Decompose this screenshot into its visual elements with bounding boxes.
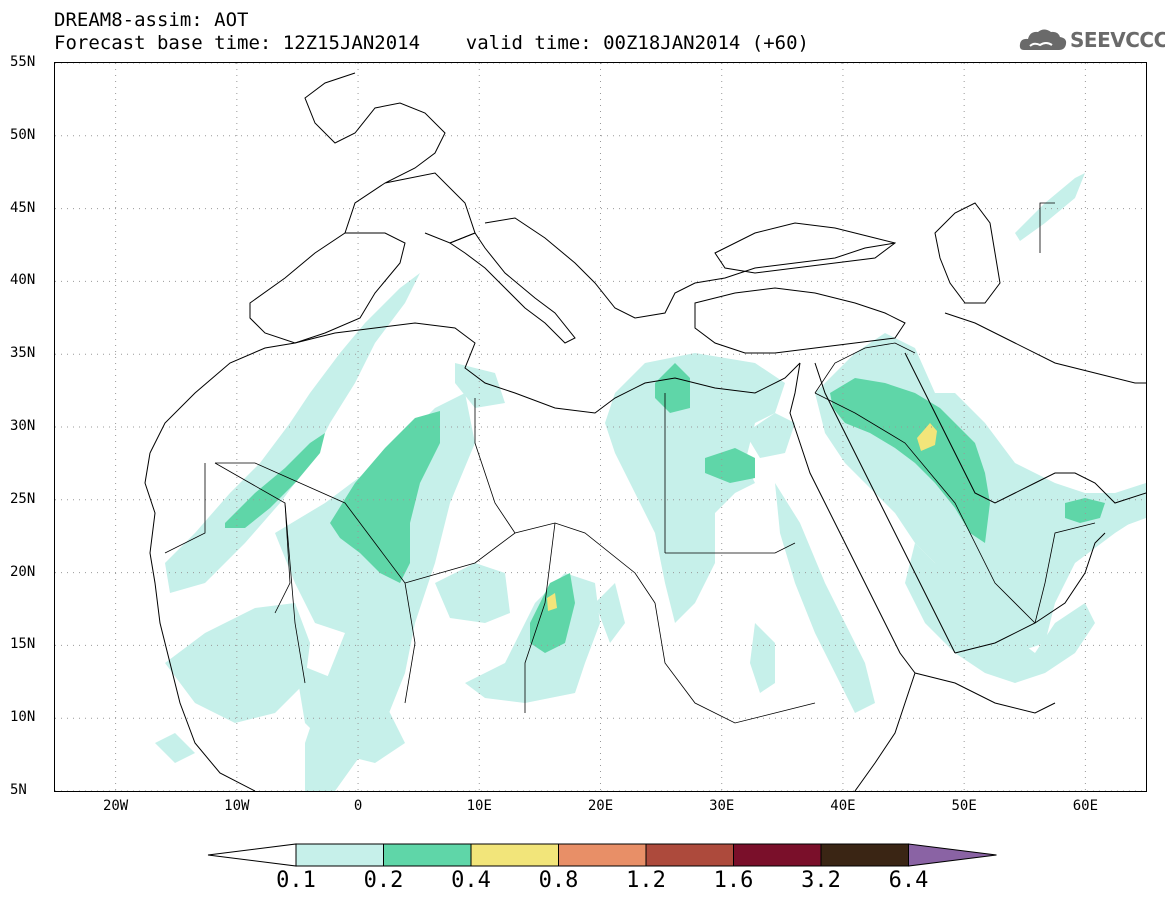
coast-france-uk xyxy=(304,72,476,244)
coast-italy xyxy=(448,232,576,344)
plume-mid-libya xyxy=(655,363,690,413)
plume-mid-sahara xyxy=(330,411,440,583)
colorbar-segment xyxy=(383,843,472,867)
border-sudan xyxy=(654,602,816,724)
coast-caspian xyxy=(934,202,1001,304)
border-saudi xyxy=(814,392,1036,624)
logo-text: SEEVCCC xyxy=(1070,28,1165,52)
border-oman xyxy=(1034,522,1096,624)
coast-red-sea-west xyxy=(789,362,916,674)
colorbar-segment xyxy=(295,843,384,867)
plume-mid-egypt xyxy=(705,448,755,483)
colorbar-min-arrow xyxy=(207,843,297,867)
coast-iran xyxy=(944,312,1146,384)
lon-label: 40E xyxy=(830,798,856,814)
coast-black-sea xyxy=(714,222,897,274)
coast-anatolia xyxy=(694,287,906,354)
plume-mid-chad xyxy=(530,573,575,653)
lat-label: 20N xyxy=(10,563,36,580)
border-mauritania xyxy=(164,462,291,614)
plume-libya xyxy=(455,363,505,408)
colorbar-tick-label: 3.2 xyxy=(801,868,841,893)
plume-guinea xyxy=(155,733,195,763)
lon-label: 20W xyxy=(102,798,129,814)
plume-sudan-west xyxy=(595,583,625,643)
lat-label: 5N xyxy=(10,782,27,798)
plume-mid-iraq xyxy=(830,378,990,543)
plume-niger xyxy=(435,563,510,623)
aot-high-plumes xyxy=(547,423,937,611)
colorbar-max-arrow xyxy=(908,843,997,867)
coastlines xyxy=(144,72,1146,791)
map-title: DREAM8-assim: AOT xyxy=(54,9,249,31)
coast-gulf xyxy=(904,352,1146,504)
map-panel xyxy=(54,62,1147,792)
plume-horn xyxy=(750,623,775,693)
coast-balkans xyxy=(484,217,896,319)
seevccc-logo: SEEVCCC xyxy=(1018,24,1165,56)
lat-label: 25N xyxy=(10,490,36,507)
lat-label: 55N xyxy=(10,54,36,70)
lat-label: 40N xyxy=(10,272,36,289)
coast-horn xyxy=(854,672,1056,791)
plume-high-kuwait xyxy=(917,423,937,451)
country-borders xyxy=(164,202,1096,724)
plume-high-chad xyxy=(547,593,557,611)
plume-egypt xyxy=(605,353,785,623)
colorbar-tick-label: 0.8 xyxy=(538,868,579,893)
lon-label: 20E xyxy=(587,798,614,814)
colorbar-tick-label: 1.6 xyxy=(713,868,754,893)
plume-caspian xyxy=(1015,173,1085,241)
colorbar-segment xyxy=(820,843,909,867)
lat-label: 30N xyxy=(10,418,36,434)
cloud-icon xyxy=(1019,29,1067,50)
aot-colorbar xyxy=(207,843,997,867)
border-egypt xyxy=(665,542,796,554)
lon-label: 10E xyxy=(466,798,492,814)
lon-label: 30E xyxy=(709,798,735,814)
plume-morocco-coast xyxy=(165,273,420,593)
map-canvas xyxy=(55,63,1146,791)
coast-red-sea-east xyxy=(814,362,956,654)
lat-label: 35N xyxy=(10,345,36,362)
coast-arabia-south xyxy=(954,532,1106,654)
forecast-time-line: Forecast base time: 12Z15JAN2014 valid t… xyxy=(54,32,809,54)
lat-label: 15N xyxy=(10,636,36,653)
colorbar-tick-label: 0.4 xyxy=(451,868,491,893)
aot-mid-plumes xyxy=(225,363,1105,653)
plume-mid-morocco xyxy=(225,433,325,528)
border-chad xyxy=(524,522,556,713)
border-iran-caspian xyxy=(1039,202,1055,253)
colorbar-tick-label: 1.2 xyxy=(626,868,666,893)
plume-sahel-south xyxy=(295,663,405,763)
colorbar-tick-label: 6.4 xyxy=(888,868,929,893)
colorbar-tick-label: 0.2 xyxy=(363,868,404,893)
lon-label: 60E xyxy=(1072,798,1099,814)
lat-label: 10N xyxy=(10,709,36,726)
lat-label: 45N xyxy=(10,199,36,216)
lat-label: 50N xyxy=(10,126,36,143)
colorbar-segment xyxy=(645,843,734,867)
colorbar-segment xyxy=(733,843,822,867)
plume-sahel xyxy=(165,603,310,723)
lon-label: 10W xyxy=(224,798,250,814)
plume-mid-oman xyxy=(1065,498,1105,523)
colorbar-segment xyxy=(558,843,647,867)
border-mali xyxy=(284,502,416,704)
lon-label: 0 xyxy=(353,798,363,814)
plume-red-sea xyxy=(775,483,875,713)
colorbar-tick-label: 0.1 xyxy=(276,868,316,893)
coast-north-africa xyxy=(149,322,801,454)
graticule xyxy=(55,63,1146,791)
colorbar-segment xyxy=(470,843,559,867)
coast-west-africa xyxy=(144,452,256,791)
border-libya xyxy=(474,393,666,553)
border-iraq xyxy=(814,342,916,394)
coast-iberia xyxy=(249,232,406,344)
border-algeria-west xyxy=(215,462,406,584)
lon-label: 50E xyxy=(951,798,977,814)
plume-egypt-sinai xyxy=(745,413,795,458)
